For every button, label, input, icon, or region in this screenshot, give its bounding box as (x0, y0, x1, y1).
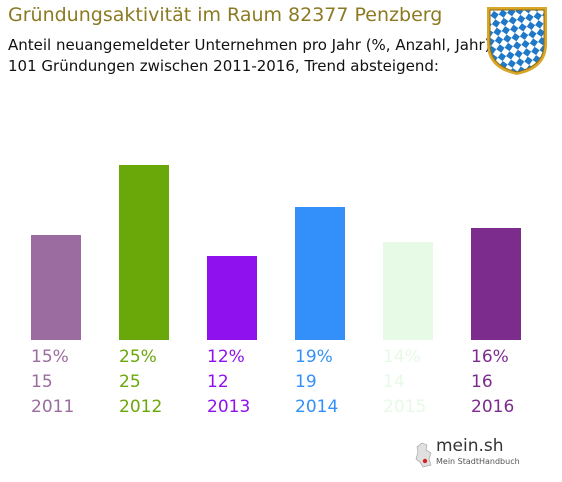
count-label-2011: 15 (31, 372, 53, 392)
count-label-2015: 14 (383, 372, 405, 392)
bar-2016 (471, 228, 521, 340)
year-label-2012: 2012 (119, 397, 163, 417)
bar-2011 (31, 235, 81, 340)
chart-description: 101 Gründungen zwischen 2011-2016, Trend… (8, 57, 439, 75)
year-label-2016: 2016 (471, 397, 515, 417)
bar-2015 (383, 242, 433, 340)
chart-subtitle: Anteil neuangemeldeter Unternehmen pro J… (8, 36, 491, 54)
percent-label-2013: 12% (207, 347, 245, 367)
bar-2014 (295, 207, 345, 340)
percent-label-2011: 15% (31, 347, 69, 367)
logo-name: mein.sh (436, 436, 504, 456)
year-label-2011: 2011 (31, 397, 75, 417)
mein-sh-logo: mein.sh Mein StadtHandbuch (414, 436, 524, 474)
percent-label-2016: 16% (471, 347, 509, 367)
count-label-2012: 25 (119, 372, 141, 392)
percent-label-2012: 25% (119, 347, 157, 367)
year-label-2015: 2015 (383, 397, 427, 417)
percent-label-2015: 14% (383, 347, 421, 367)
chart-title: Gründungsaktivität im Raum 82377 Penzber… (8, 4, 443, 26)
year-label-2013: 2013 (207, 397, 251, 417)
year-label-2014: 2014 (295, 397, 339, 417)
bar-2012 (119, 165, 169, 340)
bavarian-crest-icon (487, 7, 547, 75)
percent-label-2014: 19% (295, 347, 333, 367)
count-label-2013: 12 (207, 372, 229, 392)
germany-map-icon (415, 442, 432, 468)
count-label-2016: 16 (471, 372, 493, 392)
bar-2013 (207, 256, 257, 340)
count-label-2014: 19 (295, 372, 317, 392)
logo-tagline: Mein StadtHandbuch (436, 457, 520, 466)
